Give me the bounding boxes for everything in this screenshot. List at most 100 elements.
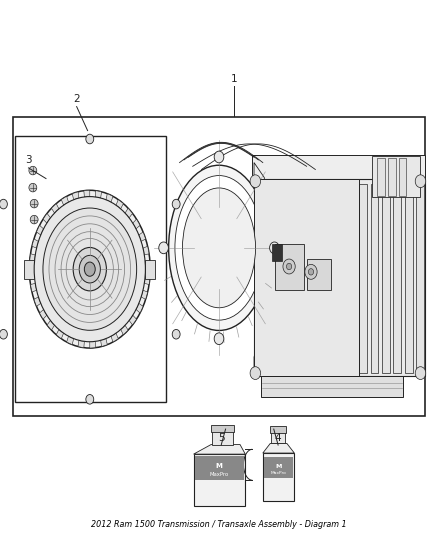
Polygon shape: [116, 199, 124, 209]
Bar: [254, 179, 359, 376]
Bar: [405, 184, 413, 373]
Polygon shape: [261, 376, 403, 397]
Bar: [372, 156, 420, 197]
Bar: [24, 260, 35, 279]
Ellipse shape: [175, 175, 263, 320]
Polygon shape: [61, 196, 68, 205]
Text: 3: 3: [25, 156, 32, 165]
Text: MaxPro: MaxPro: [270, 471, 286, 475]
Polygon shape: [78, 341, 85, 348]
Circle shape: [250, 175, 261, 188]
Ellipse shape: [79, 255, 100, 283]
Bar: [194, 454, 245, 506]
Text: MaxPro: MaxPro: [209, 472, 229, 477]
Ellipse shape: [172, 329, 180, 339]
Polygon shape: [56, 329, 64, 339]
Polygon shape: [129, 315, 137, 325]
Polygon shape: [136, 303, 143, 313]
Ellipse shape: [214, 151, 224, 163]
Polygon shape: [29, 269, 35, 277]
Bar: [271, 432, 285, 443]
Polygon shape: [121, 325, 128, 335]
Ellipse shape: [34, 197, 145, 342]
Ellipse shape: [0, 329, 7, 339]
Bar: [145, 260, 155, 279]
Ellipse shape: [270, 242, 279, 254]
Polygon shape: [47, 320, 54, 330]
Ellipse shape: [73, 247, 106, 291]
Polygon shape: [254, 179, 425, 376]
Polygon shape: [106, 193, 113, 202]
Bar: [371, 184, 378, 373]
Bar: [195, 456, 244, 480]
Bar: [382, 184, 390, 373]
Bar: [264, 457, 293, 478]
Ellipse shape: [169, 165, 269, 330]
Polygon shape: [43, 213, 50, 223]
Bar: [275, 244, 304, 290]
Polygon shape: [90, 342, 96, 348]
Polygon shape: [254, 163, 265, 198]
Polygon shape: [31, 284, 37, 292]
Ellipse shape: [0, 199, 7, 209]
Ellipse shape: [159, 242, 168, 254]
Ellipse shape: [30, 215, 38, 224]
Ellipse shape: [29, 166, 37, 175]
Polygon shape: [67, 336, 74, 345]
Text: 1: 1: [231, 74, 238, 84]
Ellipse shape: [29, 183, 37, 192]
Circle shape: [415, 367, 426, 379]
Bar: [13, 117, 425, 416]
Circle shape: [250, 367, 261, 379]
Text: M: M: [215, 463, 223, 469]
Polygon shape: [125, 208, 133, 218]
Bar: [15, 136, 166, 402]
Polygon shape: [145, 276, 150, 285]
Polygon shape: [254, 318, 265, 376]
Polygon shape: [72, 192, 79, 200]
Polygon shape: [36, 225, 43, 235]
Polygon shape: [101, 338, 107, 346]
Bar: [272, 244, 282, 261]
Text: M: M: [275, 464, 281, 469]
Bar: [416, 184, 424, 373]
Ellipse shape: [29, 190, 150, 348]
Polygon shape: [32, 239, 39, 248]
Polygon shape: [51, 204, 59, 213]
Polygon shape: [145, 261, 150, 269]
Circle shape: [283, 259, 295, 274]
Polygon shape: [252, 155, 425, 179]
Polygon shape: [30, 254, 35, 262]
Bar: [212, 431, 233, 445]
Circle shape: [286, 263, 292, 270]
Bar: [307, 259, 331, 290]
Bar: [388, 158, 396, 196]
Text: 2: 2: [73, 94, 80, 104]
Bar: [263, 453, 294, 501]
Text: 4: 4: [275, 433, 282, 442]
Text: 2012 Ram 1500 Transmission / Transaxle Assembly - Diagram 1: 2012 Ram 1500 Transmission / Transaxle A…: [91, 520, 347, 529]
Ellipse shape: [30, 199, 38, 208]
Ellipse shape: [43, 208, 137, 330]
Ellipse shape: [183, 188, 255, 308]
Polygon shape: [139, 232, 145, 241]
Bar: [377, 158, 385, 196]
Polygon shape: [141, 290, 148, 300]
Circle shape: [415, 175, 426, 188]
Polygon shape: [194, 445, 245, 454]
Polygon shape: [133, 219, 140, 229]
Polygon shape: [95, 191, 102, 198]
Ellipse shape: [172, 199, 180, 209]
Text: 5: 5: [218, 433, 225, 442]
Polygon shape: [111, 333, 118, 342]
Polygon shape: [263, 443, 294, 453]
Bar: [211, 425, 234, 432]
Bar: [270, 426, 286, 433]
Polygon shape: [143, 246, 149, 255]
Circle shape: [305, 264, 317, 279]
Ellipse shape: [86, 134, 94, 144]
Bar: [393, 184, 401, 373]
Ellipse shape: [86, 394, 94, 404]
Ellipse shape: [214, 333, 224, 344]
Polygon shape: [84, 190, 90, 197]
